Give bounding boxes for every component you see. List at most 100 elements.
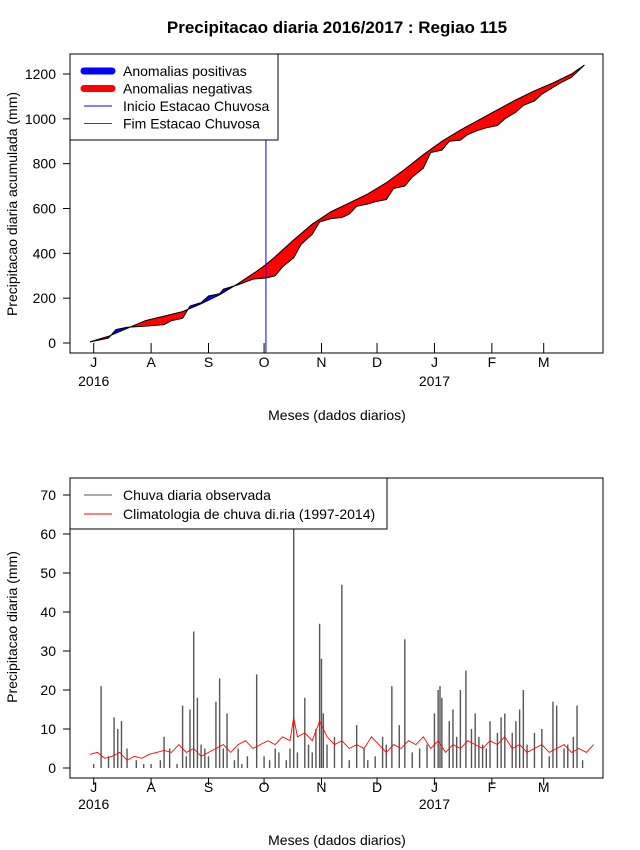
negative-anomaly-segment bbox=[500, 106, 504, 123]
negative-anomaly-segment bbox=[273, 256, 276, 277]
month-tick-label: D bbox=[372, 779, 382, 795]
year-label: 2016 bbox=[78, 373, 109, 389]
y-tick-label: 0 bbox=[48, 335, 56, 351]
month-tick-label: N bbox=[316, 779, 326, 795]
negative-anomaly-segment bbox=[156, 317, 159, 326]
negative-anomaly-segment bbox=[393, 175, 396, 189]
legend-top: Anomalias positivas Anomalias negativasIn… bbox=[69, 53, 279, 141]
month-tick-label: J bbox=[431, 779, 438, 795]
legend-bottom: Chuva diaria observada Climatologia de ch… bbox=[69, 477, 388, 530]
month-tick-label: F bbox=[488, 779, 497, 795]
y-axis-label-top: Precipitacao diaria acumulada (mm) bbox=[4, 92, 20, 316]
negative-anomaly-segment bbox=[399, 171, 402, 188]
negative-anomaly-segment bbox=[162, 315, 165, 325]
negative-anomaly-segment bbox=[397, 172, 400, 188]
y-tick-label: 800 bbox=[33, 156, 57, 172]
month-tick-label: J bbox=[431, 354, 438, 370]
negative-anomaly-segment bbox=[469, 123, 472, 135]
legend-label: Chuva diaria observada bbox=[123, 487, 271, 503]
legend-label: Inicio Estacao Chuvosa bbox=[123, 98, 270, 114]
month-tick-label: J bbox=[90, 354, 97, 370]
negative-anomaly-segment bbox=[147, 319, 150, 327]
negative-anomaly-segment bbox=[417, 157, 420, 174]
negative-anomaly-segment bbox=[341, 205, 344, 218]
negative-anomaly-segment bbox=[502, 105, 506, 121]
negative-anomaly-segment bbox=[532, 90, 535, 102]
legend-box-bottom bbox=[69, 477, 388, 530]
year-label: 2017 bbox=[419, 796, 450, 812]
negative-anomaly-segment bbox=[180, 311, 183, 319]
climatology-daily-line bbox=[89, 717, 595, 761]
negative-anomaly-segment bbox=[513, 99, 517, 114]
negative-anomaly-segment bbox=[150, 318, 154, 326]
negative-anomaly-segment bbox=[362, 195, 365, 206]
month-tick-label: F bbox=[488, 354, 497, 370]
negative-anomaly-segment bbox=[489, 112, 493, 128]
month-tick-label: O bbox=[259, 354, 270, 370]
negative-anomaly-segment bbox=[337, 207, 341, 219]
negative-anomaly-segment bbox=[504, 104, 507, 120]
negative-anomaly-segment bbox=[491, 111, 494, 127]
negative-anomaly-segment bbox=[154, 317, 157, 326]
negative-anomaly-segment bbox=[528, 92, 531, 104]
month-tick-label: O bbox=[259, 779, 270, 795]
y-tick-label: 20 bbox=[40, 682, 56, 698]
month-tick-label: D bbox=[372, 354, 382, 370]
month-tick-label: M bbox=[538, 779, 550, 795]
y-tick-label: 10 bbox=[40, 721, 56, 737]
y-tick-label: 400 bbox=[33, 245, 57, 261]
y-tick-label: 60 bbox=[40, 526, 56, 542]
month-tick-label: J bbox=[90, 779, 97, 795]
negative-anomaly-segment bbox=[174, 312, 178, 321]
negative-anomaly-segment bbox=[458, 129, 461, 141]
legend-label: Fim Estacao Chuvosa bbox=[123, 116, 260, 132]
month-tick-label: S bbox=[204, 354, 213, 370]
negative-anomaly-segment bbox=[284, 246, 287, 266]
negative-anomaly-segment bbox=[267, 260, 270, 278]
negative-anomaly-segment bbox=[280, 249, 283, 270]
climatology-line-layer bbox=[89, 717, 595, 761]
negative-anomaly-segment bbox=[360, 196, 363, 206]
month-tick-label: S bbox=[204, 779, 213, 795]
negative-anomaly-segment bbox=[269, 259, 272, 278]
negative-anomaly-segment bbox=[421, 154, 424, 171]
negative-anomaly-segment bbox=[380, 184, 383, 201]
negative-anomaly-segment bbox=[493, 110, 496, 127]
axes-top: 0 200 400 600 800 1000 1200 J A S O N D J F M 2016 2017 bbox=[25, 66, 550, 389]
negative-anomaly-segment bbox=[158, 316, 161, 326]
negative-anomaly-segment bbox=[336, 207, 339, 219]
negative-anomaly-segment bbox=[371, 190, 374, 204]
negative-anomaly-segment bbox=[274, 254, 278, 277]
negative-anomaly-segment bbox=[473, 121, 476, 133]
month-tick-label: M bbox=[538, 354, 550, 370]
cumulative-precipitation-chart: 0 200 400 600 800 1000 1200 J A S O N D J F M 2016 2017 P… bbox=[4, 53, 604, 423]
negative-anomaly-segment bbox=[506, 103, 509, 119]
negative-anomaly-segment bbox=[412, 161, 415, 178]
negative-anomaly-segment bbox=[271, 257, 274, 277]
negative-anomaly-segment bbox=[289, 241, 293, 262]
negative-anomaly-segment bbox=[523, 94, 526, 106]
legend-label: Anomalias negativas bbox=[123, 81, 252, 97]
climatology-cumulative-line bbox=[89, 64, 585, 343]
negative-anomaly-segment bbox=[484, 115, 487, 129]
negative-anomaly-segment bbox=[471, 122, 474, 134]
negative-anomaly-segment bbox=[495, 109, 498, 127]
legend-label: Climatologia de chuva di.ria (1997-2014) bbox=[123, 506, 375, 522]
negative-anomaly-segment bbox=[374, 187, 378, 203]
negative-anomaly-segment bbox=[376, 186, 380, 202]
negative-anomaly-segment bbox=[384, 182, 387, 201]
observed-cumulative-line bbox=[89, 64, 585, 343]
negative-anomaly-segment bbox=[395, 174, 398, 189]
negative-anomaly-segment bbox=[404, 167, 407, 187]
negative-anomaly-segment bbox=[415, 158, 418, 175]
year-label: 2016 bbox=[78, 796, 109, 812]
negative-anomaly-segment bbox=[373, 189, 376, 203]
negative-anomaly-segment bbox=[530, 91, 533, 103]
negative-anomaly-segment bbox=[476, 119, 480, 132]
negative-anomaly-segment bbox=[149, 318, 152, 327]
y-tick-label: 1000 bbox=[25, 111, 56, 127]
negative-anomaly-segment bbox=[510, 101, 513, 116]
negative-anomaly-segment bbox=[286, 244, 289, 265]
negative-anomaly-segment bbox=[152, 318, 156, 326]
y-tick-label: 50 bbox=[40, 565, 56, 581]
